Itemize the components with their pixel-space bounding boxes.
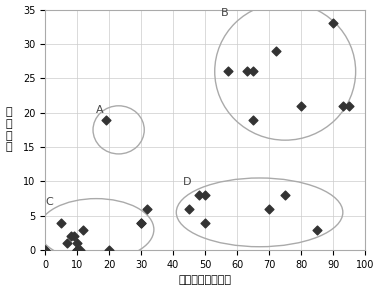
Point <box>202 220 208 225</box>
Point <box>144 207 150 211</box>
Point <box>340 104 346 108</box>
Point <box>346 104 352 108</box>
Point <box>330 21 336 26</box>
Point <box>266 207 272 211</box>
Y-axis label: 就
労
者
数: 就 労 者 数 <box>6 107 12 152</box>
X-axis label: 就労移行支援定員: 就労移行支援定員 <box>179 276 232 285</box>
Point <box>71 234 77 239</box>
Point <box>103 117 109 122</box>
Point <box>64 241 70 246</box>
Point <box>244 69 250 74</box>
Point <box>68 234 74 239</box>
Point <box>74 241 80 246</box>
Point <box>77 248 83 253</box>
Point <box>186 207 192 211</box>
Text: A: A <box>96 105 104 115</box>
Point <box>196 193 202 198</box>
Text: B: B <box>221 8 229 18</box>
Point <box>314 227 320 232</box>
Point <box>298 104 304 108</box>
Point <box>42 248 48 253</box>
Point <box>202 193 208 198</box>
Point <box>74 248 80 253</box>
Point <box>81 227 87 232</box>
Point <box>106 248 112 253</box>
Point <box>282 193 288 198</box>
Point <box>138 220 144 225</box>
Point <box>74 248 80 253</box>
Point <box>58 220 64 225</box>
Text: D: D <box>183 177 191 187</box>
Point <box>250 117 256 122</box>
Point <box>225 69 231 74</box>
Point <box>272 49 279 53</box>
Point <box>42 248 48 253</box>
Point <box>138 220 144 225</box>
Point <box>250 69 256 74</box>
Text: C: C <box>45 198 53 207</box>
